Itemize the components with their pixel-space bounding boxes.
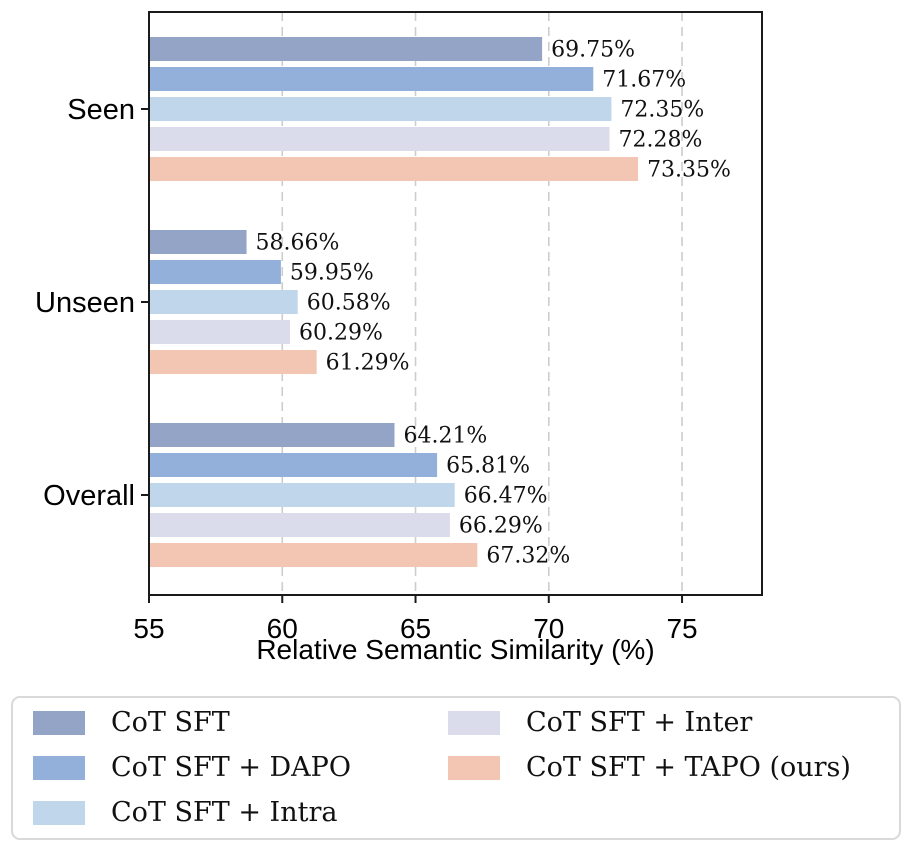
bar	[150, 127, 610, 151]
bar	[150, 513, 450, 537]
legend-swatch	[448, 755, 500, 780]
bar	[150, 157, 639, 181]
bar	[150, 483, 455, 507]
value-label: 65.81%	[446, 454, 530, 479]
x-axis-label: Relative Semantic Similarity (%)	[256, 634, 655, 665]
value-label: 69.75%	[551, 38, 635, 63]
y-tick-label: Unseen	[35, 287, 135, 319]
x-tick-label: 70	[533, 613, 564, 644]
x-tick-label: 55	[133, 613, 164, 644]
grouped-bar-chart: 69.75% 71.67% 72.35% 72.28% 73.35% Seen 58.66%…	[35, 11, 763, 644]
legend-label: CoT SFT + Intra	[111, 797, 338, 828]
legend-swatch	[33, 755, 85, 780]
value-label: 73.35%	[647, 158, 731, 183]
legend-swatch	[33, 800, 85, 825]
legend-item: CoT SFT + TAPO (ours)	[448, 745, 899, 790]
value-label: 66.29%	[459, 514, 543, 539]
bar	[150, 350, 317, 374]
bar	[150, 453, 438, 477]
value-label: 60.29%	[299, 321, 383, 346]
legend-label: CoT SFT + DAPO	[111, 752, 351, 783]
x-tick-label: 60	[267, 613, 298, 644]
legend-label: CoT SFT + TAPO (ours)	[526, 752, 851, 783]
legend-label: CoT SFT + Inter	[526, 707, 753, 738]
legend-item: CoT SFT + DAPO	[33, 745, 448, 790]
value-label: 60.58%	[307, 291, 391, 316]
bar	[150, 230, 247, 254]
x-tick-label: 65	[400, 613, 431, 644]
bar	[150, 97, 612, 121]
bar	[150, 543, 478, 567]
value-label: 72.28%	[619, 128, 703, 153]
value-label: 66.47%	[464, 484, 548, 509]
legend-swatch	[33, 710, 85, 735]
bar	[150, 423, 395, 447]
value-label: 67.32%	[486, 544, 570, 569]
legend-item: CoT SFT + Intra	[33, 790, 448, 835]
bar	[150, 320, 290, 344]
legend-item: CoT SFT + Inter	[448, 700, 899, 745]
bar	[150, 37, 543, 61]
bar	[150, 67, 594, 91]
value-label: 72.35%	[620, 98, 704, 123]
legend-swatch	[448, 710, 500, 735]
value-label: 59.95%	[290, 261, 374, 286]
x-tick-label: 75	[666, 613, 697, 644]
bar	[150, 260, 281, 284]
chart-legend: CoT SFT CoT SFT + DAPO CoT SFT + Intra CoT …	[11, 696, 901, 840]
value-label: 58.66%	[256, 231, 340, 256]
bar	[150, 290, 298, 314]
legend-label: CoT SFT	[111, 707, 230, 738]
y-tick-label: Seen	[67, 94, 135, 126]
plot-frame	[148, 11, 763, 596]
value-label: 64.21%	[403, 424, 487, 449]
legend-item: CoT SFT	[33, 700, 448, 745]
y-tick-label: Overall	[43, 480, 135, 512]
value-label: 71.67%	[602, 68, 686, 93]
value-label: 61.29%	[326, 351, 410, 376]
